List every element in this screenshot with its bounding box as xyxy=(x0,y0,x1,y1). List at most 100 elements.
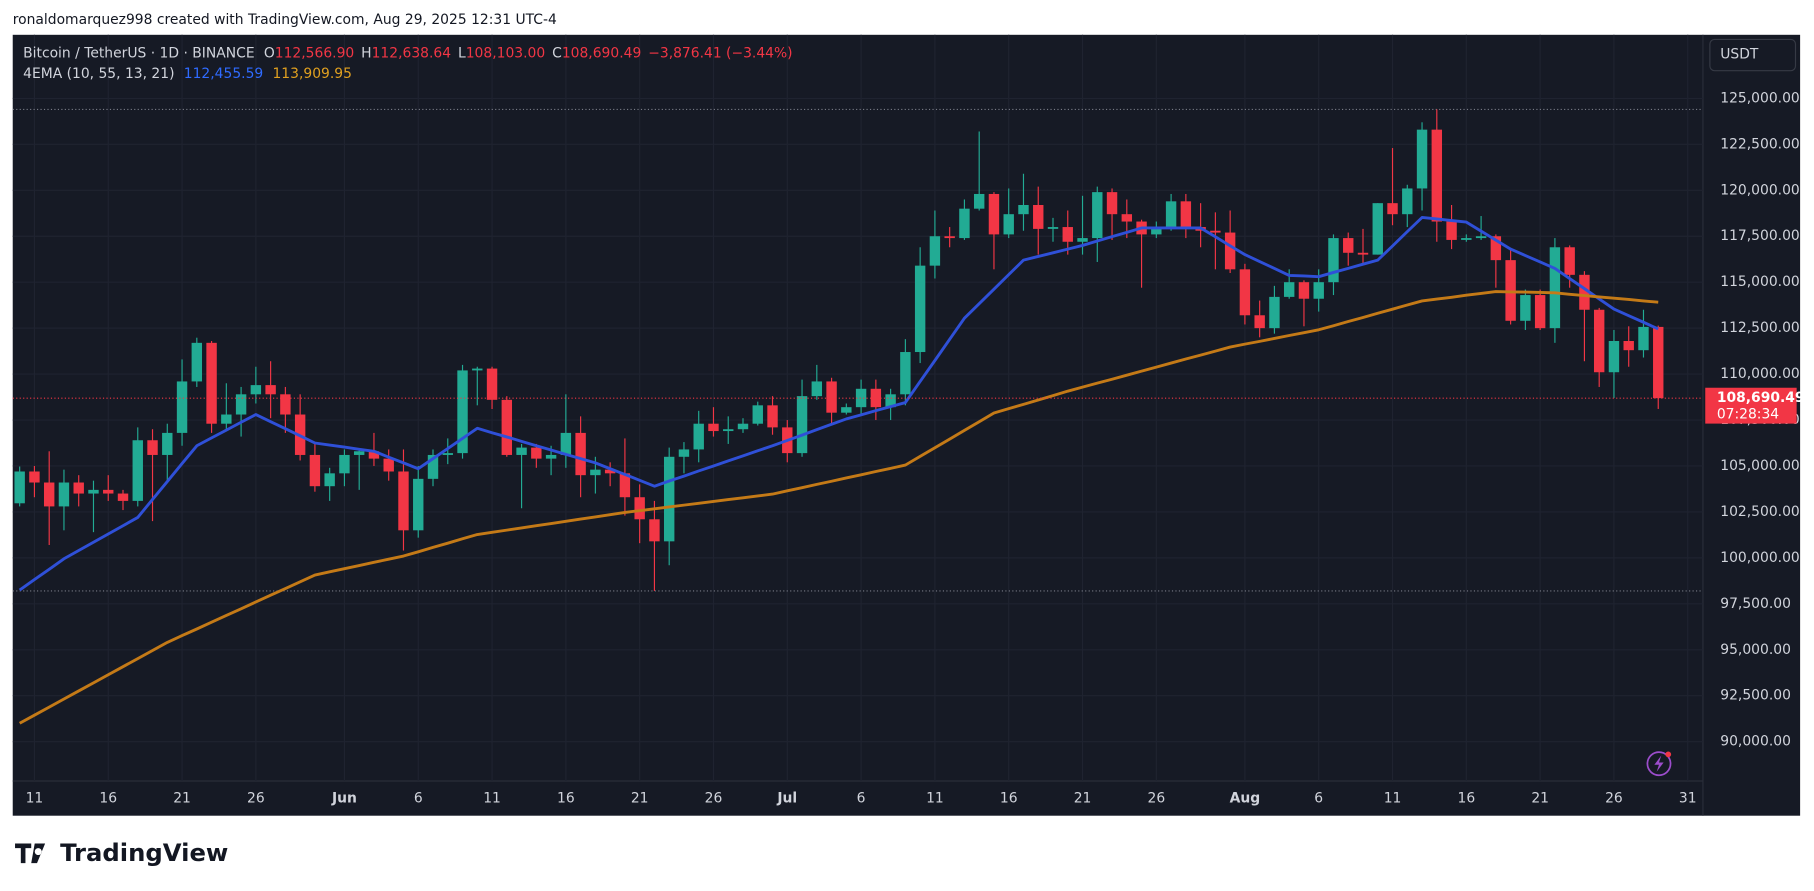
candle-body xyxy=(1372,203,1383,255)
candle-body xyxy=(634,497,645,520)
c-key: C xyxy=(552,45,562,61)
candle-body xyxy=(663,456,675,542)
candle-body xyxy=(1224,232,1236,270)
candle-body xyxy=(560,432,572,455)
brand: TradingView xyxy=(60,838,228,867)
candle-body xyxy=(1077,238,1088,242)
candle-body xyxy=(103,489,114,494)
candle-body xyxy=(693,423,704,450)
x-tick-label: 16 xyxy=(1000,790,1018,806)
candle-body xyxy=(1534,295,1546,329)
candle-body xyxy=(1018,204,1029,215)
candle-body xyxy=(1269,296,1280,329)
x-tick-label: 11 xyxy=(1384,790,1402,806)
candle-body xyxy=(678,449,690,457)
candle-body xyxy=(368,451,380,459)
candle-body xyxy=(221,414,232,424)
candle-body xyxy=(1062,227,1073,242)
lightning-icon[interactable] xyxy=(1646,751,1672,777)
x-tick-label: 16 xyxy=(1458,790,1476,806)
candle-body xyxy=(427,454,439,479)
x-tick-label: 31 xyxy=(1679,790,1697,806)
candle-body xyxy=(1564,247,1575,275)
y-tick-label: 115,000.00 xyxy=(1720,274,1799,290)
y-tick-label: 90,000.00 xyxy=(1720,734,1791,750)
candle-body xyxy=(723,429,734,432)
candle-body xyxy=(235,394,247,415)
high: 112,638.64 xyxy=(372,45,452,61)
y-tick-label: 95,000.00 xyxy=(1720,642,1791,658)
y-tick-label: 97,500.00 xyxy=(1720,596,1791,612)
candle-body xyxy=(1623,341,1634,351)
o-key: O xyxy=(264,45,275,61)
candle-body xyxy=(929,236,941,266)
change: −3,876.41 (−3.44%) xyxy=(648,45,792,61)
candle-body xyxy=(191,342,203,382)
candle-body xyxy=(1210,230,1221,233)
candle-body xyxy=(1416,129,1428,189)
currency-button[interactable] xyxy=(1709,38,1797,72)
y-tick-label: 110,000.00 xyxy=(1720,366,1799,382)
y-tick-label: 92,500.00 xyxy=(1720,688,1791,704)
header: ronaldomarquez998 created with TradingVi… xyxy=(13,12,557,28)
labels: 125,000.00 122,500.00 120,000.00 117,500.00… xyxy=(26,90,1805,806)
candle-body xyxy=(1520,295,1531,321)
candle-body xyxy=(959,208,970,239)
candle-body xyxy=(1254,315,1265,329)
candle-body xyxy=(309,454,321,487)
indicator-line: 4EMA (10, 55, 13, 21) 112,455.59 113,909.9… xyxy=(23,66,352,82)
y-tick-label: 100,000.00 xyxy=(1720,550,1799,566)
candle-body xyxy=(339,454,350,474)
countdown: 07:28:34 xyxy=(1717,406,1779,422)
candle-body xyxy=(900,352,911,395)
candle-body xyxy=(1461,238,1472,240)
candle-body xyxy=(1298,282,1310,299)
currency[interactable]: USDT xyxy=(1720,46,1759,62)
x-tick-label: 26 xyxy=(247,790,265,806)
x-tick-label: Jun xyxy=(331,790,357,806)
candle-body xyxy=(1357,252,1369,255)
l-key: L xyxy=(458,45,466,61)
y-tick-label: 125,000.00 xyxy=(1720,90,1799,106)
candle-body xyxy=(1608,341,1620,373)
candle-body xyxy=(1653,326,1664,399)
ema-fast-value: 112,455.59 xyxy=(184,66,263,82)
price-tag-value: 108,690.49 xyxy=(1717,390,1805,406)
candle-body xyxy=(457,370,468,454)
candle-body xyxy=(988,193,1000,235)
x-tick-label: 21 xyxy=(173,790,191,806)
notification-dot xyxy=(1665,751,1672,758)
candle-body xyxy=(398,471,409,531)
candle-body xyxy=(1343,238,1354,253)
candle-body xyxy=(516,447,527,455)
candle-body xyxy=(604,469,616,474)
y-tick-label: 102,500.00 xyxy=(1720,504,1799,520)
candle-body xyxy=(132,440,143,501)
x-tick-label: 21 xyxy=(631,790,649,806)
x-tick-label: 6 xyxy=(1314,790,1323,806)
candle-body xyxy=(88,489,99,494)
candle-body xyxy=(1106,192,1118,215)
candle-body xyxy=(14,471,25,504)
candle-body xyxy=(383,458,394,472)
candle-body xyxy=(176,381,188,433)
y-tick-label: 112,500.00 xyxy=(1720,320,1799,336)
marks xyxy=(12,109,1703,725)
candle-body xyxy=(1402,188,1413,215)
candle-body xyxy=(1047,227,1059,229)
ema-line xyxy=(18,290,1659,725)
candle-body xyxy=(43,482,55,507)
x-tick-label: 11 xyxy=(926,790,944,806)
candle-body xyxy=(973,193,985,209)
low: 108,103.00 xyxy=(466,45,545,61)
candle-body xyxy=(1328,238,1339,283)
candle-body xyxy=(1387,203,1398,215)
candle-body xyxy=(1121,214,1133,222)
candle-body xyxy=(767,405,778,428)
candle-body xyxy=(944,236,955,239)
candle-body xyxy=(472,368,483,371)
candle-body xyxy=(590,469,601,476)
x-tick-label: 16 xyxy=(557,790,575,806)
candle-body xyxy=(353,451,365,455)
open: 112,566.90 xyxy=(275,45,354,61)
